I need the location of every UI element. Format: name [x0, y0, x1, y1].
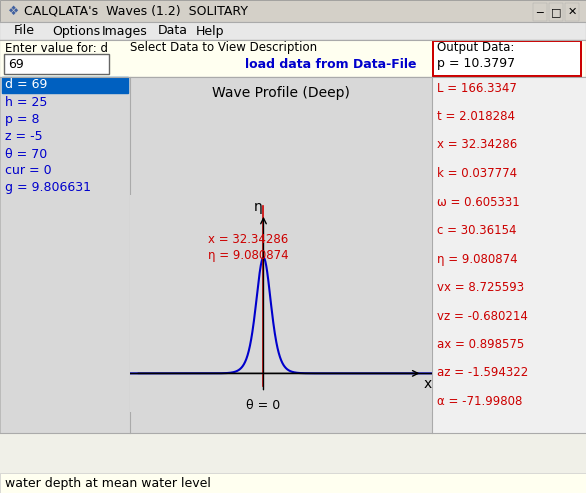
FancyBboxPatch shape [0, 77, 130, 433]
Text: x = 32.34286: x = 32.34286 [208, 233, 288, 246]
Text: az = -1.594322: az = -1.594322 [437, 366, 528, 380]
Text: Images: Images [102, 25, 148, 37]
Text: Enter value for: d: Enter value for: d [5, 41, 108, 55]
Text: h = 25: h = 25 [5, 97, 47, 109]
FancyBboxPatch shape [0, 473, 586, 493]
Text: α = -71.99808: α = -71.99808 [437, 395, 522, 408]
Text: Select Data to View Description: Select Data to View Description [130, 41, 317, 55]
Text: z = -5: z = -5 [5, 131, 43, 143]
Text: d = 69: d = 69 [5, 78, 47, 92]
Text: ✕: ✕ [567, 7, 577, 17]
Text: File: File [14, 25, 35, 37]
FancyBboxPatch shape [0, 22, 586, 40]
Text: η = 9.080874: η = 9.080874 [208, 249, 289, 262]
FancyBboxPatch shape [130, 77, 432, 433]
Text: Help: Help [196, 25, 224, 37]
Text: load data from Data-File: load data from Data-File [245, 58, 417, 70]
Text: cur = 0: cur = 0 [5, 165, 52, 177]
Text: Wave Profile (Deep): Wave Profile (Deep) [212, 86, 350, 100]
Text: vz = -0.680214: vz = -0.680214 [437, 310, 528, 322]
FancyBboxPatch shape [434, 42, 580, 75]
Text: η: η [254, 201, 263, 214]
Text: ─: ─ [537, 7, 543, 17]
Text: ω = 0.605331: ω = 0.605331 [437, 196, 520, 209]
Text: vx = 8.725593: vx = 8.725593 [437, 281, 524, 294]
FancyBboxPatch shape [0, 40, 586, 77]
FancyBboxPatch shape [432, 77, 586, 433]
Text: g = 9.806631: g = 9.806631 [5, 181, 91, 195]
Text: x: x [423, 377, 431, 390]
Text: CALQLATA's  Waves (1.2)  SOLITARY: CALQLATA's Waves (1.2) SOLITARY [24, 4, 248, 17]
Text: □: □ [551, 7, 561, 17]
FancyBboxPatch shape [549, 3, 563, 21]
Text: ax = 0.898575: ax = 0.898575 [437, 338, 524, 351]
Text: t = 2.018284: t = 2.018284 [437, 110, 515, 123]
Text: k = 0.037774: k = 0.037774 [437, 167, 517, 180]
FancyBboxPatch shape [565, 3, 579, 21]
Text: Output Data:: Output Data: [437, 41, 515, 55]
Text: Data: Data [158, 25, 188, 37]
FancyBboxPatch shape [4, 54, 109, 74]
Text: p = 10.3797: p = 10.3797 [437, 57, 515, 70]
FancyBboxPatch shape [2, 77, 128, 93]
Text: η = 9.080874: η = 9.080874 [437, 252, 517, 266]
Text: c = 30.36154: c = 30.36154 [437, 224, 516, 237]
Text: water depth at mean water level: water depth at mean water level [5, 477, 211, 490]
Text: θ = 70: θ = 70 [5, 147, 47, 161]
Text: 69: 69 [8, 58, 24, 70]
FancyBboxPatch shape [533, 3, 547, 21]
FancyBboxPatch shape [0, 0, 586, 22]
Text: x = 32.34286: x = 32.34286 [437, 139, 517, 151]
Text: Options: Options [52, 25, 100, 37]
Text: p = 8: p = 8 [5, 113, 39, 127]
FancyBboxPatch shape [432, 40, 582, 77]
Text: ❖: ❖ [8, 4, 19, 17]
Text: L = 166.3347: L = 166.3347 [437, 81, 517, 95]
Text: θ = 0: θ = 0 [246, 399, 281, 412]
